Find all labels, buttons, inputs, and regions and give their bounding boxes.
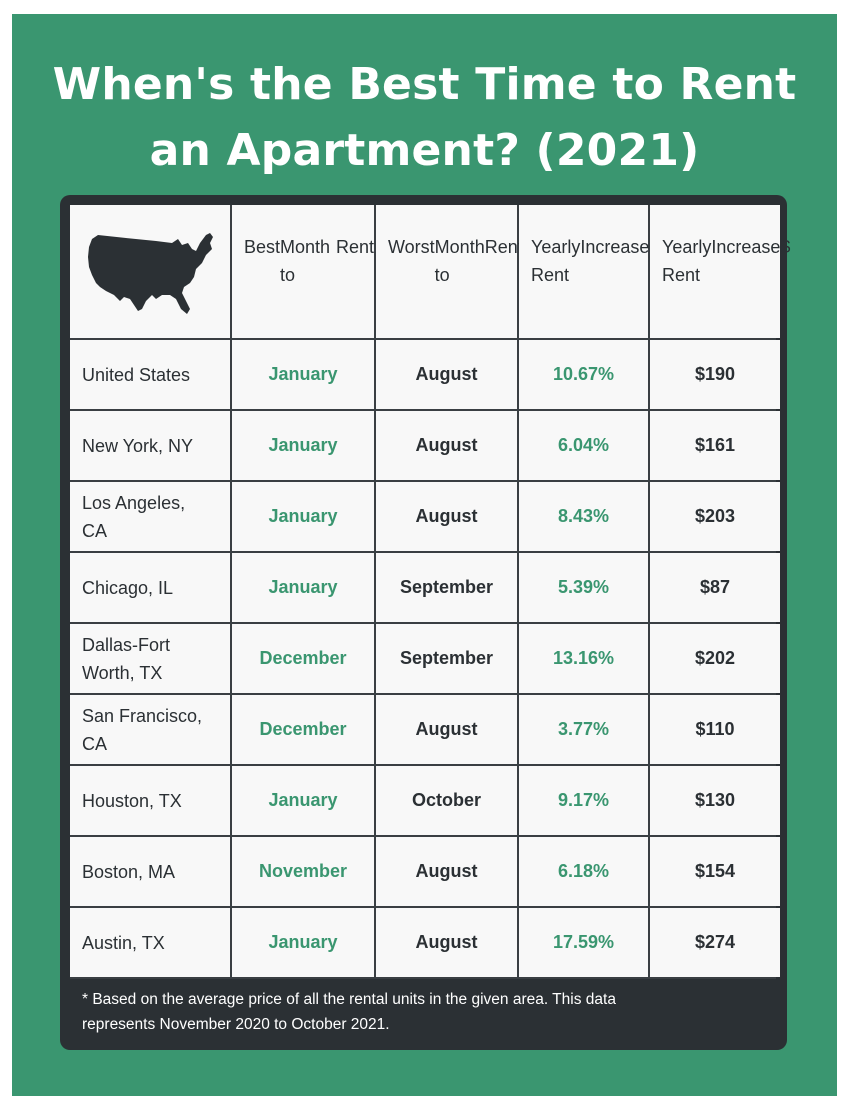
poster-background: When's the Best Time to Rent an Apartmen… xyxy=(12,14,837,1096)
best-month-cell: November xyxy=(232,837,374,906)
city-name-line: CA xyxy=(82,733,108,754)
best-month-cell: January xyxy=(232,411,374,480)
title-line-1: When's the Best Time to Rent xyxy=(52,59,797,110)
header-text: Increase xyxy=(711,237,781,257)
city-name-line: Dallas-Fort xyxy=(82,634,171,655)
city-cell: Chicago, IL xyxy=(70,553,230,622)
increase-usd-cell: $274 xyxy=(650,908,780,977)
city-cell: Boston, MA xyxy=(70,837,230,906)
header-text: Yearly Rent xyxy=(531,237,581,285)
city-name: Boston, MA xyxy=(82,858,175,886)
increase-pct-cell: 10.67% xyxy=(519,340,648,409)
city-name: United States xyxy=(82,361,190,389)
best-month-cell: January xyxy=(232,908,374,977)
worst-month-cell: September xyxy=(376,624,517,693)
city-name-line: United States xyxy=(82,364,191,385)
header-worst-month: Worst Month to Rent xyxy=(376,205,523,338)
increase-pct-cell: 5.39% xyxy=(519,553,648,622)
best-month-cell: January xyxy=(232,482,374,551)
city-name: Houston, TX xyxy=(82,787,182,815)
rent-table: Best Month to Rent Worst Month to Rent Y… xyxy=(70,205,790,979)
best-month-cell: January xyxy=(232,766,374,835)
header-text: Month to xyxy=(434,237,485,285)
city-name-line: San Francisco, xyxy=(82,705,203,726)
city-name-line: Los Angeles, xyxy=(82,492,186,513)
best-month-cell: January xyxy=(232,340,374,409)
worst-month-cell: September xyxy=(376,553,517,622)
increase-pct-cell: 3.77% xyxy=(519,695,648,764)
city-name-line: Houston, TX xyxy=(82,790,182,811)
city-cell: Los Angeles, CA xyxy=(70,482,230,551)
best-month-cell: December xyxy=(232,695,374,764)
header-text: Increase xyxy=(580,237,650,257)
city-name-line: Austin, TX xyxy=(82,932,165,953)
increase-pct-cell: 6.18% xyxy=(519,837,648,906)
worst-month-cell: August xyxy=(376,411,517,480)
increase-usd-cell: $161 xyxy=(650,411,780,480)
increase-usd-cell: $202 xyxy=(650,624,780,693)
header-text: Month to xyxy=(280,237,331,285)
page-title: When's the Best Time to Rent an Apartmen… xyxy=(12,52,837,184)
city-name-line: CA xyxy=(82,520,108,541)
footnote-line-2: represents November 2020 to October 2021… xyxy=(82,1016,390,1033)
city-cell: United States xyxy=(70,340,230,409)
header-increase-usd: Yearly Rent Increase $ xyxy=(650,205,790,338)
city-name: New York, NY xyxy=(82,432,193,460)
city-name-line: Boston, MA xyxy=(82,861,176,882)
increase-pct-cell: 9.17% xyxy=(519,766,648,835)
best-month-cell: January xyxy=(232,553,374,622)
title-line-2: an Apartment? (2021) xyxy=(149,125,700,176)
worst-month-cell: August xyxy=(376,837,517,906)
city-name: Los Angeles, CA xyxy=(82,489,185,545)
increase-pct-cell: 17.59% xyxy=(519,908,648,977)
header-best-month: Best Month to Rent xyxy=(232,205,374,338)
header-text: $ xyxy=(780,237,791,257)
city-name-line: New York, NY xyxy=(82,435,194,456)
header-text: Best xyxy=(244,237,281,257)
map-cell xyxy=(70,205,230,338)
increase-usd-cell: $87 xyxy=(650,553,780,622)
city-name: San Francisco, CA xyxy=(82,702,202,758)
table-panel: Best Month to Rent Worst Month to Rent Y… xyxy=(60,195,790,1050)
worst-month-cell: August xyxy=(376,695,517,764)
city-cell: San Francisco, CA xyxy=(70,695,230,764)
header-text: Worst xyxy=(388,237,435,257)
city-name: Chicago, IL xyxy=(82,574,173,602)
increase-pct-cell: 13.16% xyxy=(519,624,648,693)
footnote: * Based on the average price of all the … xyxy=(82,987,772,1037)
usa-map-icon xyxy=(88,232,213,314)
city-name: Dallas-Fort Worth, TX xyxy=(82,631,170,687)
city-name: Austin, TX xyxy=(82,929,165,957)
city-name-line: Worth, TX xyxy=(82,662,163,683)
worst-month-cell: August xyxy=(376,482,517,551)
increase-pct-cell: 8.43% xyxy=(519,482,648,551)
worst-month-cell: October xyxy=(376,766,517,835)
city-cell: Houston, TX xyxy=(70,766,230,835)
increase-usd-cell: $110 xyxy=(650,695,780,764)
city-cell: New York, NY xyxy=(70,411,230,480)
city-cell: Austin, TX xyxy=(70,908,230,977)
increase-usd-cell: $203 xyxy=(650,482,780,551)
header-text: Yearly Rent xyxy=(662,237,712,285)
header-increase-pct: Yearly Rent Increase % xyxy=(519,205,665,338)
increase-pct-cell: 6.04% xyxy=(519,411,648,480)
worst-month-cell: August xyxy=(376,340,517,409)
header-text: Rent xyxy=(335,237,374,257)
increase-usd-cell: $190 xyxy=(650,340,780,409)
increase-usd-cell: $154 xyxy=(650,837,780,906)
city-cell: Dallas-Fort Worth, TX xyxy=(70,624,230,693)
best-month-cell: December xyxy=(232,624,374,693)
worst-month-cell: August xyxy=(376,908,517,977)
increase-usd-cell: $130 xyxy=(650,766,780,835)
footnote-line-1: * Based on the average price of all the … xyxy=(82,991,616,1008)
header-text: Rent xyxy=(484,237,523,257)
city-name-line: Chicago, IL xyxy=(82,577,174,598)
